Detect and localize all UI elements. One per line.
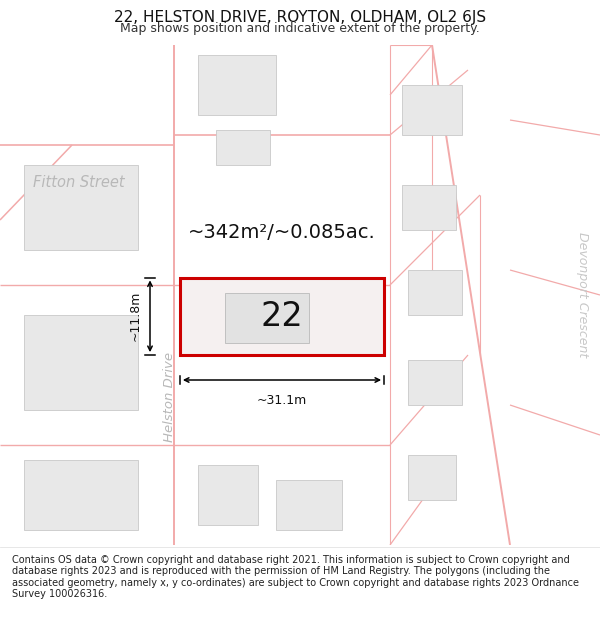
- Text: ~31.1m: ~31.1m: [257, 394, 307, 407]
- Text: 22: 22: [260, 300, 304, 332]
- Text: ~342m²/~0.085ac.: ~342m²/~0.085ac.: [188, 223, 376, 242]
- Bar: [198, 465, 258, 525]
- Bar: [402, 185, 456, 230]
- Bar: [408, 270, 462, 315]
- Bar: [225, 292, 309, 342]
- Text: 22, HELSTON DRIVE, ROYTON, OLDHAM, OL2 6JS: 22, HELSTON DRIVE, ROYTON, OLDHAM, OL2 6…: [114, 10, 486, 25]
- Text: Helston Drive: Helston Drive: [163, 352, 176, 442]
- Bar: [216, 130, 270, 165]
- Bar: [198, 55, 276, 115]
- Text: Devonport Crescent: Devonport Crescent: [575, 232, 589, 358]
- Bar: [24, 460, 138, 530]
- Text: Contains OS data © Crown copyright and database right 2021. This information is : Contains OS data © Crown copyright and d…: [12, 554, 579, 599]
- Bar: [402, 85, 462, 135]
- Bar: [276, 480, 342, 530]
- Text: Map shows position and indicative extent of the property.: Map shows position and indicative extent…: [120, 22, 480, 35]
- Bar: [180, 278, 384, 355]
- Text: ~11.8m: ~11.8m: [128, 291, 142, 341]
- Text: Fitton Street: Fitton Street: [33, 175, 125, 190]
- Bar: [408, 455, 456, 500]
- Bar: [24, 315, 138, 410]
- Bar: [408, 360, 462, 405]
- Bar: [24, 165, 138, 250]
